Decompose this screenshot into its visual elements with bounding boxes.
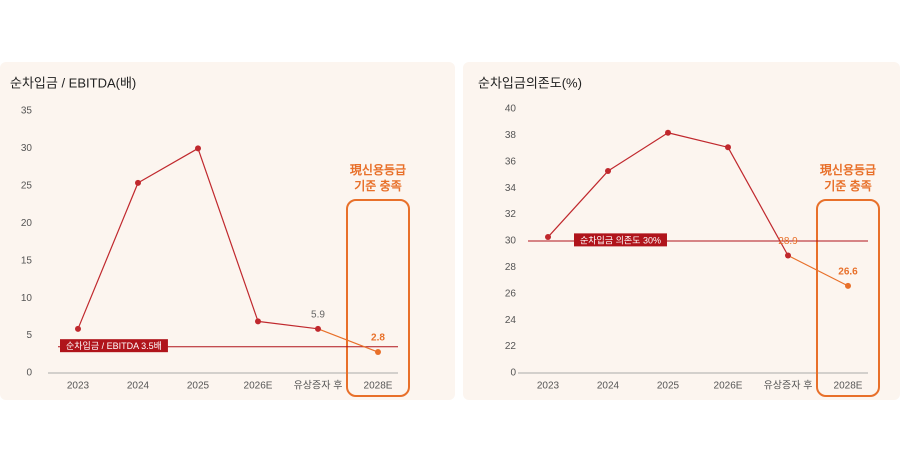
panel <box>463 62 900 400</box>
y-tick-label: 30 <box>505 236 517 247</box>
line-segment <box>547 170 609 238</box>
x-tick-label: 2028E <box>834 381 863 392</box>
point <box>545 234 551 241</box>
reference-label-bg <box>60 339 168 353</box>
point <box>665 129 671 136</box>
reference-label-bg <box>574 233 667 247</box>
value-label: 26.6 <box>838 267 858 278</box>
annotation: 現신용등급 <box>820 162 876 177</box>
line-segment <box>667 132 729 148</box>
value-label: 28.9 <box>778 236 798 247</box>
point <box>75 325 81 332</box>
line-segment <box>727 146 789 256</box>
line-segment <box>317 328 379 353</box>
y-tick-label: 15 <box>21 255 33 266</box>
point <box>375 349 381 356</box>
y-tick-label: 25 <box>21 180 33 191</box>
line-segment <box>77 182 139 330</box>
line-segment <box>197 148 259 322</box>
chart-title: 순차입금 / EBITDA(배) <box>10 75 136 90</box>
value-label: 2.8 <box>371 333 385 344</box>
y-tick-label: 40 <box>505 104 517 115</box>
y-tick-label: 5 <box>26 330 32 341</box>
y-tick-label: 32 <box>505 209 517 220</box>
point <box>605 168 611 175</box>
y-tick-label: 26 <box>505 288 517 299</box>
point <box>725 144 731 151</box>
y-tick-label: 0 <box>510 368 516 379</box>
y-tick-label: 34 <box>505 183 517 194</box>
y-tick-label: 38 <box>505 130 517 141</box>
point <box>785 252 791 259</box>
annotation: 現신용등급 <box>350 162 406 177</box>
value-label: 5.9 <box>311 309 325 320</box>
line-segment <box>787 254 849 287</box>
x-tick-label: 2028E <box>364 381 393 392</box>
panel <box>0 62 455 400</box>
point <box>845 282 851 289</box>
x-tick-label: 2025 <box>657 381 680 392</box>
point <box>255 318 261 325</box>
reference-label: 순차입금 의존도 30% <box>580 234 661 245</box>
line-segment <box>607 132 669 172</box>
point <box>195 145 201 152</box>
line-segment <box>137 147 199 184</box>
x-tick-label: 2025 <box>187 381 210 392</box>
x-tick-label: 2026E <box>714 381 743 392</box>
y-tick-label: 10 <box>21 293 33 304</box>
annotation: 기준 충족 <box>354 178 402 193</box>
x-tick-label: 2023 <box>67 381 90 392</box>
reference-label: 순차입금 / EBITDA 3.5배 <box>66 340 162 351</box>
line-segment <box>257 320 319 330</box>
y-tick-label: 35 <box>21 106 33 117</box>
annotation: 기준 충족 <box>824 178 872 193</box>
highlight-box <box>346 199 410 397</box>
y-tick-label: 24 <box>505 315 517 326</box>
y-tick-label: 20 <box>21 218 33 229</box>
y-tick-label: 22 <box>505 341 517 352</box>
y-tick-label: 36 <box>505 156 517 167</box>
x-tick-label: 2024 <box>127 381 150 392</box>
highlight-box <box>816 199 880 397</box>
y-tick-label: 28 <box>505 262 517 273</box>
x-tick-label: 유상증자 후 <box>764 380 813 392</box>
x-tick-label: 2026E <box>244 381 273 392</box>
x-tick-label: 2024 <box>597 381 620 392</box>
y-tick-label: 0 <box>26 368 32 379</box>
x-tick-label: 유상증자 후 <box>294 380 343 392</box>
point <box>315 325 321 332</box>
y-tick-label: 30 <box>21 143 33 154</box>
chart-title: 순차입금의존도(%) <box>478 75 582 90</box>
point <box>135 179 141 186</box>
x-tick-label: 2023 <box>537 381 560 392</box>
